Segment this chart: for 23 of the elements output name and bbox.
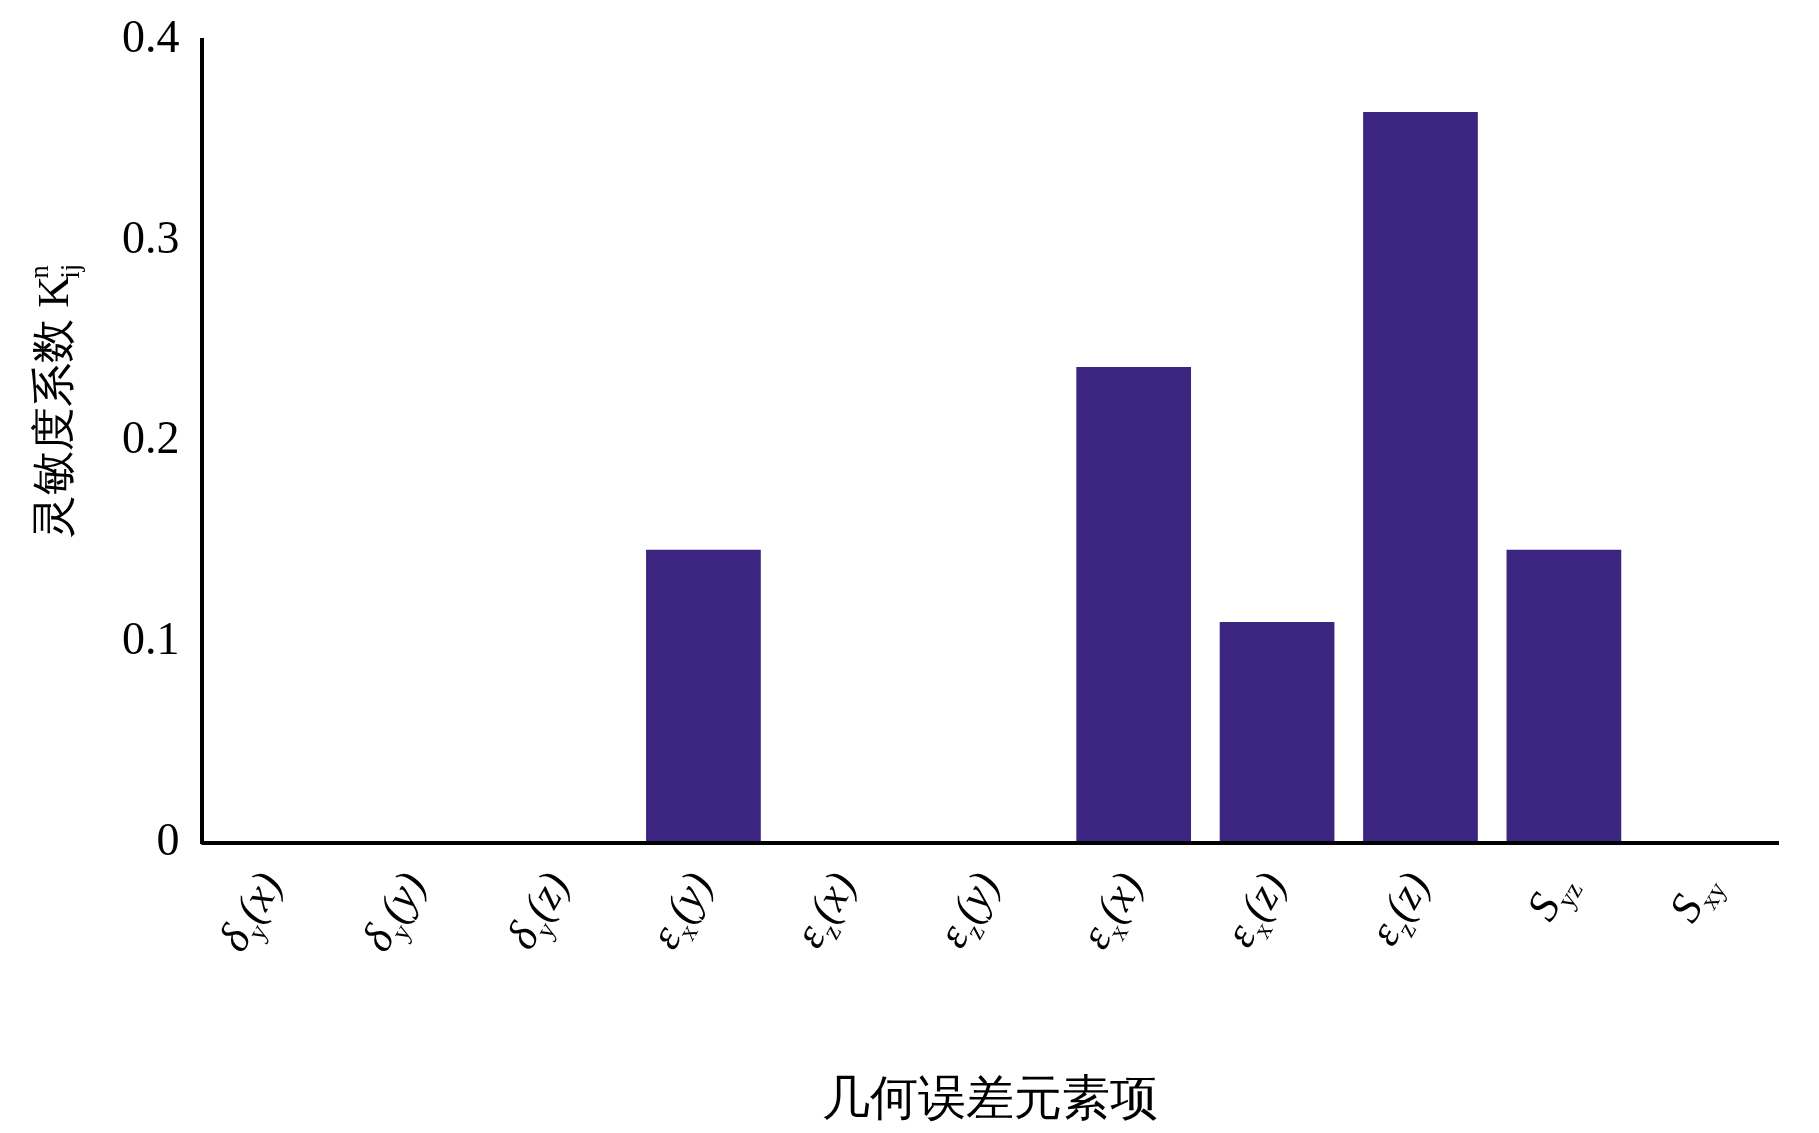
bar: [1219, 622, 1335, 843]
bar: [1363, 111, 1478, 843]
x-tick-label: εz(z): [1358, 863, 1440, 954]
x-tick-label: δy(y): [351, 863, 436, 960]
x-tick-label: Syz: [1516, 876, 1589, 929]
x-tick-label: Sxy: [1659, 875, 1733, 930]
x-tick-label: δy(x): [208, 863, 292, 960]
y-tick-label: 0.1: [122, 613, 180, 665]
x-tick-label: εx(x): [1070, 863, 1153, 957]
x-tick-label: εz(x): [784, 863, 866, 956]
y-axis-title: 灵敏度系数 Knij: [24, 263, 85, 539]
bar: [1076, 366, 1192, 843]
x-tick-label: εx(y): [639, 863, 723, 957]
bar: [646, 549, 761, 843]
x-tick-label: δy(z): [496, 863, 579, 958]
bar: [1506, 549, 1622, 843]
x-tick-label: εz(y): [927, 863, 1009, 956]
x-tick-label: εx(z): [1214, 863, 1296, 955]
y-tick-label: 0.2: [122, 412, 180, 464]
y-tick-label: 0: [156, 814, 180, 866]
y-tick-label: 0.4: [122, 10, 180, 62]
x-axis-title: 几何误差元素项: [822, 1070, 1159, 1124]
y-tick-label: 0.3: [122, 211, 180, 263]
